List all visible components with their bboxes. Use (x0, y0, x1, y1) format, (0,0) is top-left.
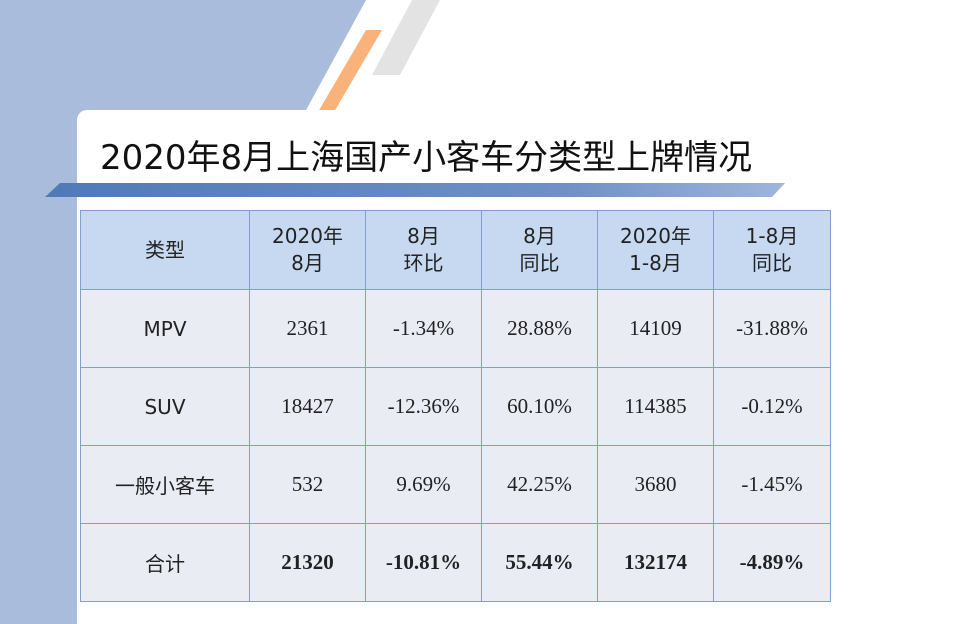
table-row: SUV 18427 -12.36% 60.10% 114385 -0.12% (80, 367, 831, 446)
cell: 132174 (597, 523, 714, 602)
header-cell: 8月环比 (365, 210, 482, 290)
panel (0, 0, 366, 624)
header-line: 8月 (407, 224, 440, 248)
header-line: 2020年 (620, 224, 691, 248)
row-label: SUV (80, 367, 250, 446)
header-cell: 2020年 8月 (249, 210, 366, 290)
header-cell: 8月同比 (481, 210, 598, 290)
cell: 42.25% (481, 445, 598, 524)
cell: 114385 (597, 367, 714, 446)
table-row: 一般小客车 532 9.69% 42.25% 3680 -1.45% (80, 445, 831, 524)
cell: 14109 (597, 289, 714, 368)
cell: -1.45% (713, 445, 831, 524)
cell: 2361 (249, 289, 366, 368)
row-label: MPV (80, 289, 250, 368)
header-line: 同比 (519, 251, 560, 275)
cell: 60.10% (481, 367, 598, 446)
header-line: 类型 (145, 237, 185, 262)
table-row: MPV 2361 -1.34% 28.88% 14109 -31.88% (80, 289, 831, 368)
stripe-orange (318, 30, 382, 112)
title: 2020年8月上海国产小客车分类型上牌情况 (100, 138, 753, 178)
cell: -10.81% (365, 523, 482, 602)
cell: 28.88% (481, 289, 598, 368)
table-row: 合计 21320 -10.81% 55.44% 132174 -4.89% (80, 523, 831, 602)
cell: 9.69% (365, 445, 482, 524)
header-line: 同比 (752, 251, 792, 275)
cell: -1.34% (365, 289, 482, 368)
header-cell: 1-8月同比 (713, 210, 831, 290)
data-table: 类型 2020年 8月 8月 环比 8月 同比 2020年 1-8月 1-8月 同比 MPV 2361-… (80, 210, 831, 602)
cell: 55.44% (481, 523, 598, 602)
header-row: 类型 2020年 8月 8月 环比 8月 同比 2020年 1-8月 1-8月 同比 (80, 210, 831, 290)
header-line: 1-8月 (745, 224, 799, 248)
header-line: 8月 (523, 224, 556, 248)
cell: -12.36% (365, 367, 482, 446)
header-line: 2020年 (272, 224, 343, 248)
cell: 21320 (249, 523, 366, 602)
title-bar (45, 183, 785, 197)
header-cell: 类型 (80, 210, 250, 290)
row-label: 一般小客车 (80, 445, 250, 524)
cell: -0.12% (713, 367, 831, 446)
cell: 532 (249, 445, 366, 524)
header-line: 1-8月 (629, 251, 682, 275)
header-line: 环比 (403, 251, 444, 275)
cell: -31.88% (713, 289, 831, 368)
cell: 3680 (597, 445, 714, 524)
stripe-gray (372, 0, 440, 75)
cell: -4.89% (713, 523, 831, 602)
cell: 18427 (249, 367, 366, 446)
row-label: 合计 (80, 523, 250, 602)
header-cell: 2020年 1-8月 (597, 210, 714, 290)
header-line: 8月 (291, 251, 324, 275)
